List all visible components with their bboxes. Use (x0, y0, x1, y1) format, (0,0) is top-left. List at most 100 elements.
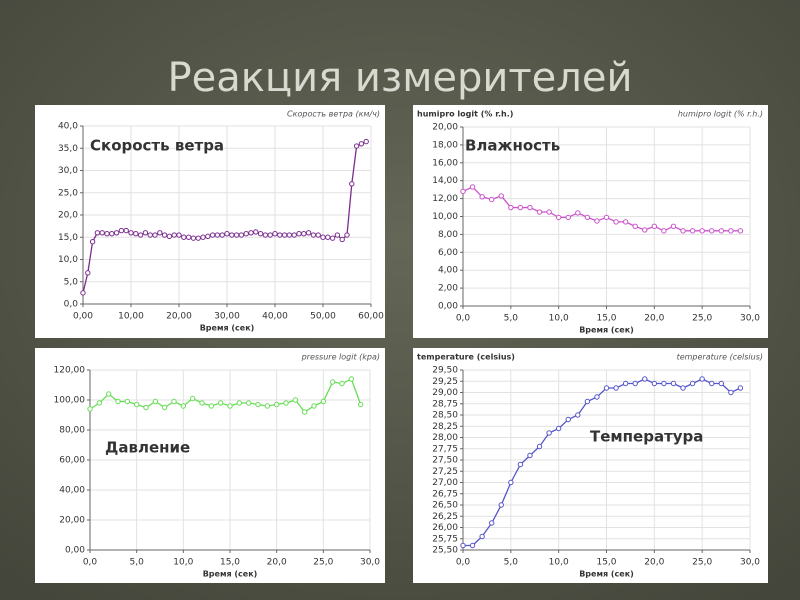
data-point (200, 234, 206, 240)
x-tick-label: 10,00 (118, 312, 144, 322)
data-point (157, 230, 163, 236)
data-point (339, 380, 345, 387)
data-point (161, 232, 168, 238)
x-tick-label: 0,0 (456, 314, 471, 324)
x-tick-label: 0,0 (456, 558, 471, 568)
data-point (118, 227, 125, 234)
data-point (243, 230, 249, 237)
data-point (489, 520, 495, 526)
y-tick-label: 25,50 (432, 546, 458, 556)
y-tick-label: 27,25 (432, 467, 458, 477)
data-point (670, 223, 677, 230)
y-tick-label: 8,00 (438, 230, 458, 240)
data-point (517, 204, 524, 211)
data-point (292, 397, 299, 403)
data-point (267, 232, 273, 238)
data-point (99, 230, 105, 236)
x-tick-label: 10,0 (173, 558, 193, 568)
data-point (339, 236, 345, 243)
data-point (305, 230, 312, 236)
data-point (632, 380, 638, 387)
data-point (255, 401, 261, 408)
x-tick-label: 30,00 (214, 312, 240, 322)
data-point (133, 401, 140, 408)
chart-title: temperature (celsius) (677, 353, 763, 362)
chart-title: Скорость ветра (км/ч) (287, 110, 380, 119)
data-point (584, 214, 591, 221)
data-point (536, 209, 543, 215)
y-tick-label: 10,0 (58, 255, 78, 265)
y-tick-label: 6,00 (438, 248, 458, 258)
data-point (137, 232, 144, 238)
data-point (89, 239, 96, 245)
y-tick-label: 27,50 (432, 456, 458, 466)
data-point (311, 403, 317, 409)
data-point (96, 400, 103, 406)
data-point (709, 380, 715, 387)
data-point (209, 232, 216, 238)
x-tick-label: 20,0 (644, 558, 664, 568)
data-point (264, 403, 271, 409)
data-point (642, 376, 648, 382)
y-tick-label: 60,00 (59, 456, 85, 466)
y-tick-label: 0,00 (438, 302, 458, 312)
y-tick-label: 18,00 (432, 140, 458, 150)
data-point (315, 232, 321, 238)
y-tick-label: 25,75 (432, 534, 458, 544)
data-point (199, 400, 205, 406)
chart-panel (35, 348, 385, 583)
data-point (555, 425, 562, 432)
data-point (161, 404, 168, 411)
data-point (245, 400, 252, 406)
data-point (565, 416, 571, 423)
y-tick-label: 26,25 (432, 512, 458, 522)
chart-title: humipro logit (% r.h.) (678, 110, 763, 119)
data-point (594, 394, 600, 400)
annotation: Скорость ветра (90, 137, 224, 155)
x-tick-label: 25,0 (692, 558, 712, 568)
y-tick-label: 29,00 (432, 388, 458, 398)
y-tick-label: 80,00 (59, 426, 85, 436)
x-tick-label: 15,0 (596, 314, 616, 324)
y-tick-label: 20,00 (59, 516, 85, 526)
y-tick-label: 16,00 (432, 158, 458, 168)
y-axis-label: temperature (celsius) (417, 353, 515, 362)
x-tick-label: 20,0 (644, 314, 664, 324)
data-point (152, 232, 158, 238)
data-point (286, 232, 293, 238)
data-point (113, 230, 120, 236)
y-tick-label: 28,50 (432, 411, 458, 421)
data-point (214, 232, 221, 238)
data-point (123, 227, 129, 234)
x-tick-label: 20,00 (166, 312, 192, 322)
data-point (217, 400, 224, 406)
y-tick-label: 4,00 (438, 266, 458, 276)
data-point (498, 193, 504, 199)
annotation: Давление (105, 439, 190, 457)
x-tick-label: 60,00 (358, 312, 384, 322)
x-tick-label: 0,00 (73, 312, 93, 322)
data-point (489, 196, 495, 203)
data-point (291, 232, 297, 238)
data-point (460, 542, 466, 549)
data-point (357, 401, 364, 408)
data-point (651, 223, 658, 230)
y-tick-label: 28,25 (432, 422, 458, 432)
y-tick-label: 10,00 (432, 212, 458, 222)
data-point (651, 380, 658, 387)
data-point (632, 223, 638, 230)
data-point (253, 229, 259, 235)
y-tick-label: 26,00 (432, 523, 458, 533)
data-point (171, 232, 177, 238)
data-point (546, 209, 552, 215)
data-point (281, 232, 288, 238)
data-point (508, 204, 514, 211)
y-tick-label: 35,0 (58, 144, 78, 154)
data-point (94, 230, 101, 236)
data-point (152, 398, 159, 405)
data-point (517, 461, 524, 468)
x-tick-label: 5,0 (504, 558, 519, 568)
data-point (85, 270, 91, 276)
x-tick-label: 50,00 (310, 312, 336, 322)
